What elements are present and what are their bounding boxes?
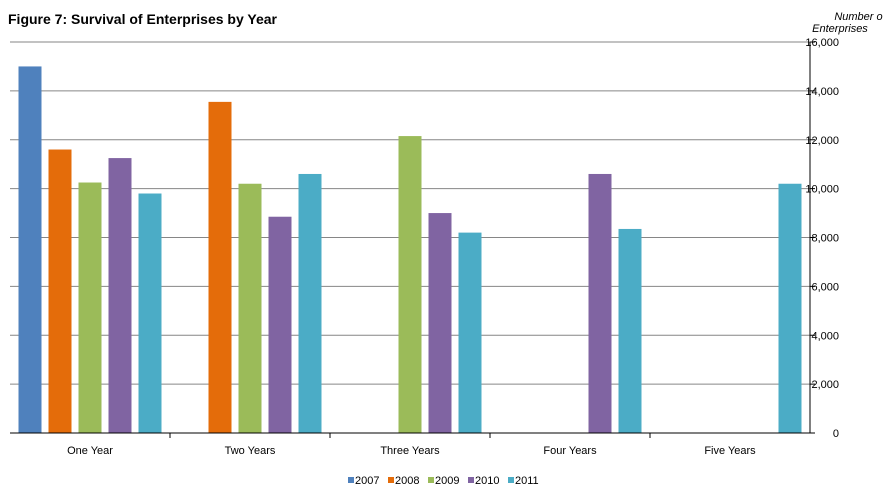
y-tick-label: 16,000 <box>805 37 839 49</box>
category-label: One Year <box>67 445 113 457</box>
bar <box>48 149 72 433</box>
bar <box>238 183 262 433</box>
bars <box>18 66 802 433</box>
y-tick-label: 12,000 <box>805 135 839 147</box>
bar <box>18 66 42 433</box>
axes <box>10 41 815 438</box>
bar <box>298 173 322 433</box>
bar <box>778 183 802 433</box>
category-label: Two Years <box>225 445 276 457</box>
bar <box>398 136 422 433</box>
y-tick-label: 0 <box>833 428 839 440</box>
chart-title: Figure 7: Survival of Enterprises by Yea… <box>8 11 278 27</box>
legend-swatch <box>428 477 434 483</box>
bar <box>208 101 232 433</box>
y-axis-label-line-1: Number of <box>834 11 883 23</box>
bar <box>428 213 452 433</box>
legend-label: 2011 <box>515 475 539 487</box>
bar <box>268 216 292 433</box>
y-tick-label: 2,000 <box>811 379 839 391</box>
y-tick-label: 14,000 <box>805 86 839 98</box>
legend-label: 2007 <box>355 475 379 487</box>
bar <box>108 158 132 433</box>
bar <box>458 232 482 433</box>
bar <box>588 173 612 433</box>
legend-label: 2008 <box>395 475 419 487</box>
y-tick-label: 8,000 <box>811 233 839 245</box>
bar <box>78 182 102 433</box>
y-tick-label: 6,000 <box>811 281 839 293</box>
legend-label: 2009 <box>435 475 459 487</box>
legend-label: 2010 <box>475 475 499 487</box>
category-labels: One Year Two Years Three Years Four Years Fi… <box>67 445 756 457</box>
y-axis-label-line-2: Enterprises <box>812 23 868 35</box>
bar <box>618 228 642 433</box>
category-label: Three Years <box>380 445 440 457</box>
legend-swatch <box>388 477 394 483</box>
legend-swatch <box>348 477 354 483</box>
legend: 2007 2008 2009 2010 2011 <box>348 475 539 487</box>
category-label: Five Years <box>704 445 756 457</box>
y-tick-labels: 0 2,000 4,000 6,000 8,000 10,000 12,000 14,000 1… <box>805 37 839 440</box>
legend-swatch <box>508 477 514 483</box>
y-tick-label: 4,000 <box>811 330 839 342</box>
category-label: Four Years <box>543 445 597 457</box>
legend-swatch <box>468 477 474 483</box>
bar <box>138 193 162 433</box>
y-tick-label: 10,000 <box>805 184 839 196</box>
